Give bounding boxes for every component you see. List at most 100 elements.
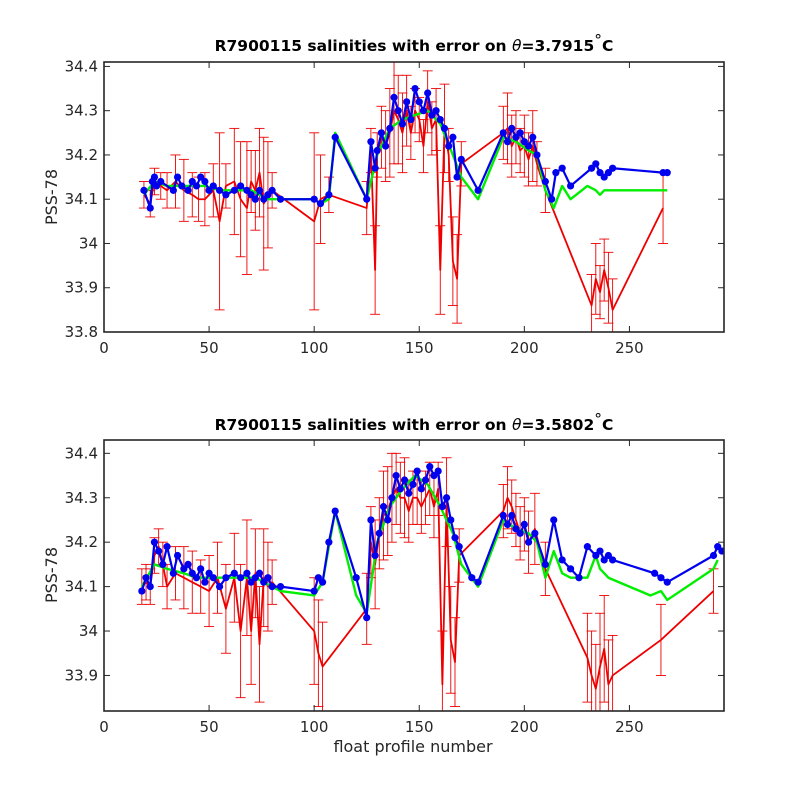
float-point	[531, 529, 539, 537]
float-point	[255, 569, 264, 577]
float-point	[566, 182, 575, 190]
float-point	[237, 574, 245, 582]
float-point	[251, 195, 259, 203]
float-point	[209, 574, 217, 582]
float-point	[417, 485, 425, 493]
y-tick-label: 34.3	[65, 489, 98, 507]
float-point	[184, 560, 192, 568]
float-point	[449, 133, 457, 141]
x-tick-label: 50	[200, 718, 219, 736]
title-degree: °	[594, 410, 602, 428]
x-tick-label: 50	[200, 339, 219, 357]
float-point	[173, 551, 182, 560]
title-degree: °	[594, 31, 602, 49]
float-point	[451, 534, 459, 542]
y-tick-label: 34.4	[65, 57, 98, 75]
float-point	[390, 93, 398, 102]
panel-title: R7900115 salinities with error on θ=3.58…	[215, 410, 614, 434]
float-point	[499, 129, 507, 137]
float-point	[268, 186, 276, 194]
float-point	[382, 142, 390, 150]
float-point	[325, 191, 333, 199]
title-value: =3.5802	[521, 416, 594, 434]
float-point	[709, 551, 718, 560]
float-point	[442, 494, 451, 502]
float-point	[432, 107, 440, 115]
axes-box	[103, 61, 725, 333]
float-point	[146, 583, 154, 591]
y-axis-label: PSS-78	[42, 169, 61, 225]
float-point	[142, 574, 150, 582]
float-point	[508, 511, 516, 520]
x-tick-label: 250	[615, 718, 644, 736]
float-point	[276, 583, 285, 591]
float-point	[201, 177, 209, 186]
float-point	[419, 107, 428, 115]
float-point	[264, 574, 272, 582]
float-point	[377, 129, 386, 137]
float-point	[447, 516, 455, 524]
float-point	[520, 520, 528, 529]
title-unit: C	[602, 37, 613, 55]
float-point	[197, 565, 205, 573]
float-point	[138, 587, 146, 595]
y-axis-label: PSS-78	[42, 547, 61, 603]
float-point	[503, 138, 512, 146]
float-point	[396, 485, 404, 493]
float-point	[375, 529, 383, 537]
title-theta: θ	[512, 416, 522, 434]
float-point	[331, 507, 339, 515]
float-point	[150, 538, 159, 546]
float-point	[592, 160, 600, 168]
panel-title: R7900115 salinities with error on θ=3.79…	[215, 31, 614, 55]
float-point	[651, 569, 659, 577]
x-tick-label: 200	[510, 339, 539, 357]
float-point	[403, 98, 411, 106]
float-point	[318, 578, 327, 586]
float-point	[363, 614, 371, 622]
float-point	[316, 200, 325, 208]
float-point	[146, 204, 154, 212]
float-point	[596, 547, 604, 555]
float-point	[310, 195, 318, 203]
float-point	[411, 84, 419, 93]
title-text: R7900115 salinities with error on	[215, 416, 512, 434]
float-point	[566, 565, 575, 573]
title-theta: θ	[512, 37, 522, 55]
float-point	[474, 578, 482, 586]
float-point	[310, 587, 318, 595]
float-point	[192, 574, 201, 582]
float-point	[209, 182, 217, 190]
float-point	[550, 516, 558, 524]
float-point	[201, 578, 209, 586]
float-point	[230, 569, 238, 577]
float-point	[529, 133, 537, 141]
float-point	[255, 186, 264, 194]
float-point	[157, 177, 165, 186]
x-tick-label: 100	[300, 718, 329, 736]
y-tick-label: 34.2	[65, 146, 98, 164]
float-point	[421, 476, 430, 484]
float-point	[379, 503, 388, 511]
float-point	[413, 467, 421, 475]
y-tick-label: 34	[79, 622, 98, 640]
float-point	[392, 471, 400, 480]
float-point	[440, 124, 449, 132]
float-point	[325, 538, 333, 546]
float-point	[415, 98, 423, 106]
y-tick-label: 34.3	[65, 102, 98, 120]
float-point	[367, 138, 375, 146]
y-tick-label: 33.9	[65, 279, 98, 297]
float-point	[184, 186, 192, 194]
float-point	[533, 151, 541, 159]
x-tick-label: 250	[615, 339, 644, 357]
title-text: R7900115 salinities with error on	[215, 37, 512, 55]
y-tick-label: 34.1	[65, 190, 98, 208]
float-point	[541, 177, 549, 186]
float-point	[169, 186, 177, 194]
float-point	[503, 520, 512, 529]
float-point	[468, 574, 476, 582]
float-point	[407, 115, 415, 124]
float-point	[516, 129, 524, 137]
